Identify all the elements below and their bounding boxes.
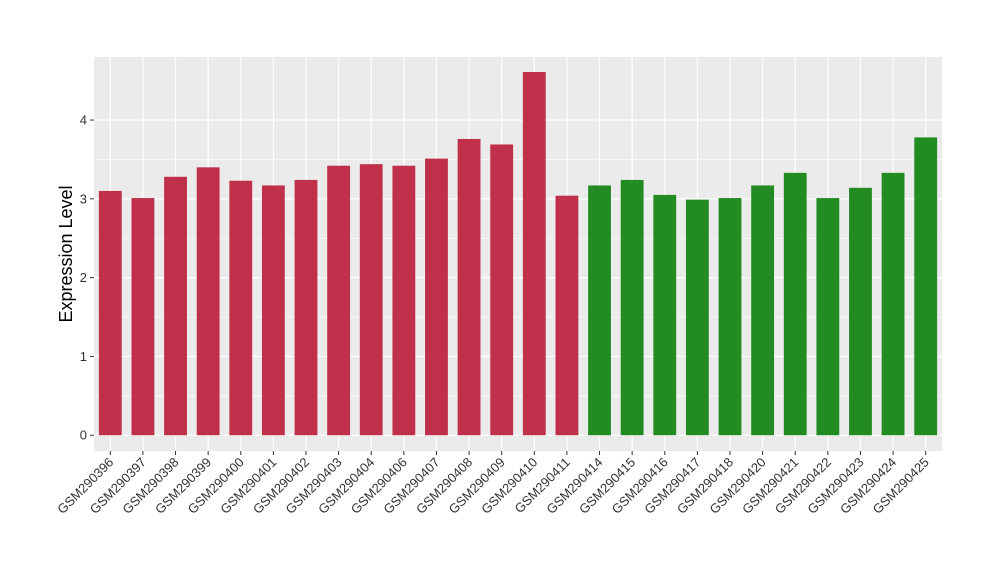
bar-GSM290406 — [392, 165, 416, 436]
bar-GSM290407 — [425, 158, 448, 436]
bar-GSM290396 — [98, 190, 122, 436]
bar-GSM290415 — [620, 179, 644, 436]
y-axis: 0 1 2 3 4 — [80, 113, 94, 443]
y-tick-label: 3 — [80, 191, 87, 206]
bar-GSM290400 — [229, 180, 253, 436]
bar-GSM290417 — [685, 199, 709, 436]
bar-GSM290423 — [849, 187, 872, 436]
bar-GSM290410 — [522, 71, 546, 436]
y-tick-label: 1 — [80, 349, 87, 364]
bar-GSM290420 — [751, 185, 775, 436]
y-tick-label: 4 — [80, 113, 87, 128]
bar-GSM290411 — [555, 195, 579, 436]
bar-GSM290401 — [261, 185, 285, 436]
bar-GSM290414 — [588, 185, 611, 436]
bar-GSM290398 — [164, 176, 187, 436]
bar-GSM290421 — [783, 172, 807, 436]
bar-GSM290425 — [914, 137, 938, 436]
y-tick-label: 0 — [80, 428, 87, 443]
bar-GSM290399 — [196, 167, 220, 436]
bar-GSM290403 — [327, 165, 351, 436]
bar-GSM290409 — [490, 144, 514, 436]
bar-GSM290422 — [816, 198, 840, 436]
bar-GSM290416 — [653, 194, 677, 436]
bars — [98, 71, 938, 436]
x-axis: GSM290396GSM290397GSM290398GSM290399GSM2… — [54, 451, 932, 517]
y-axis-title: Expression Level — [56, 185, 76, 322]
bar-GSM290418 — [718, 198, 742, 436]
plot-panel — [94, 57, 942, 451]
bar-GSM290408 — [457, 138, 481, 436]
bar-GSM290397 — [131, 198, 155, 436]
y-tick-label: 2 — [80, 270, 87, 285]
bar-GSM290424 — [881, 172, 905, 436]
bar-GSM290404 — [359, 164, 383, 436]
bar-GSM290402 — [294, 179, 318, 436]
